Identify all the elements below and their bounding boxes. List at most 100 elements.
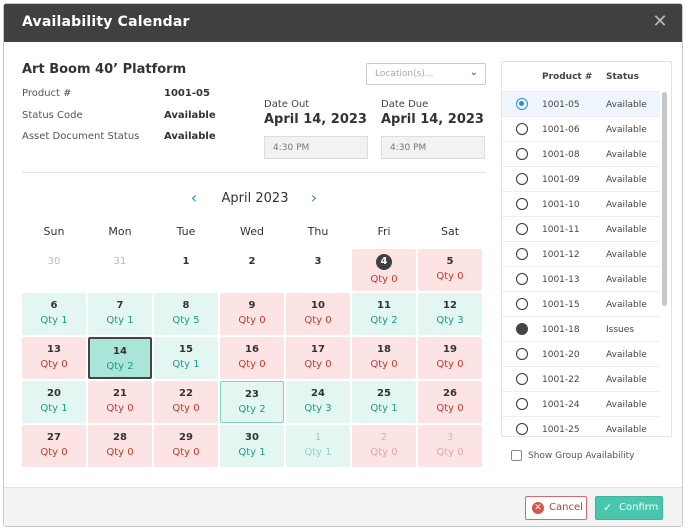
divider: [22, 172, 486, 173]
calendar-day[interactable]: 9 Qty 0: [220, 293, 284, 335]
calendar-day[interactable]: 26 Qty 0: [418, 381, 482, 423]
calendar-day[interactable]: 10 Qty 0: [286, 293, 350, 335]
calendar-day[interactable]: 27 Qty 0: [22, 425, 86, 467]
group-availability-checkbox[interactable]: [511, 450, 522, 461]
calendar-day[interactable]: 30: [22, 249, 86, 291]
calendar-day[interactable]: 13 Qty 0: [22, 337, 86, 379]
calendar-day[interactable]: 5 Qty 0: [418, 249, 482, 291]
product-status: Issues: [606, 325, 634, 335]
day-quantity: Qty 0: [172, 403, 200, 414]
calendar-day[interactable]: 24 Qty 3: [286, 381, 350, 423]
radio-button[interactable]: [516, 298, 528, 310]
product-number: 1001-11: [542, 225, 580, 235]
date-out-time-input[interactable]: 4:30 PM: [264, 136, 368, 159]
info-label: Status Code: [22, 110, 83, 121]
calendar-day[interactable]: 28 Qty 0: [88, 425, 152, 467]
calendar-day[interactable]: 18 Qty 0: [352, 337, 416, 379]
product-row[interactable]: 1001-12 Available: [502, 241, 660, 266]
product-row[interactable]: 1001-11 Available: [502, 216, 660, 241]
calendar-day[interactable]: 17 Qty 0: [286, 337, 350, 379]
calendar-day[interactable]: 25 Qty 1: [352, 381, 416, 423]
date-out-value[interactable]: April 14, 2023: [264, 112, 367, 127]
chevron-right-icon[interactable]: ›: [310, 188, 318, 207]
product-row[interactable]: 1001-09 Available: [502, 166, 660, 191]
product-row[interactable]: 1001-18 Issues: [502, 316, 660, 341]
product-status: Available: [606, 375, 647, 385]
calendar-day[interactable]: 23 Qty 2: [220, 381, 284, 423]
calendar-day[interactable]: 8 Qty 5: [154, 293, 218, 335]
product-row[interactable]: 1001-10 Available: [502, 191, 660, 216]
radio-button[interactable]: [516, 198, 528, 210]
weekday-6: Sat: [440, 225, 460, 238]
product-row[interactable]: 1001-22 Available: [502, 366, 660, 391]
calendar-day[interactable]: 14 Qty 2: [88, 337, 152, 379]
product-row[interactable]: 1001-08 Available: [502, 141, 660, 166]
calendar-day[interactable]: 3: [286, 249, 350, 291]
product-row[interactable]: 1001-13 Available: [502, 266, 660, 291]
day-number: 17: [311, 344, 325, 355]
calendar-day[interactable]: 2: [220, 249, 284, 291]
calendar-day[interactable]: 7 Qty 1: [88, 293, 152, 335]
day-number: 28: [113, 432, 127, 443]
radio-button[interactable]: [516, 373, 528, 385]
cancel-button[interactable]: ✕ Cancel: [525, 496, 587, 520]
calendar-day[interactable]: 21 Qty 0: [88, 381, 152, 423]
calendar-day[interactable]: 1: [154, 249, 218, 291]
day-quantity: Qty 0: [436, 447, 464, 458]
calendar-day[interactable]: 6 Qty 1: [22, 293, 86, 335]
calendar-day[interactable]: 16 Qty 0: [220, 337, 284, 379]
product-number: 1001-13: [542, 275, 580, 285]
chevron-left-icon[interactable]: ‹: [190, 188, 198, 207]
radio-button[interactable]: [516, 398, 528, 410]
day-quantity: Qty 3: [304, 403, 332, 414]
radio-button[interactable]: [516, 273, 528, 285]
radio-button[interactable]: [516, 173, 528, 185]
radio-button[interactable]: [516, 148, 528, 160]
product-row[interactable]: 1001-24 Available: [502, 391, 660, 416]
radio-button[interactable]: [516, 123, 528, 135]
calendar-day[interactable]: 2 Qty 0: [352, 425, 416, 467]
radio-button[interactable]: [516, 248, 528, 260]
calendar-day[interactable]: 29 Qty 0: [154, 425, 218, 467]
calendar-day[interactable]: 30 Qty 1: [220, 425, 284, 467]
calendar-day[interactable]: 31: [88, 249, 152, 291]
day-quantity: Qty 0: [106, 403, 134, 414]
product-row[interactable]: 1001-15 Available: [502, 291, 660, 316]
date-due-time-input[interactable]: 4:30 PM: [381, 136, 485, 159]
chevron-down-icon: ⌄: [469, 67, 478, 78]
product-row[interactable]: 1001-05 Available: [502, 91, 660, 116]
day-quantity: Qty 0: [172, 447, 200, 458]
radio-button[interactable]: [516, 423, 528, 435]
day-number: 16: [245, 344, 259, 355]
info-label: Product #: [22, 88, 72, 99]
calendar-day[interactable]: 3 Qty 0: [418, 425, 482, 467]
day-quantity: Qty 1: [304, 447, 332, 458]
calendar-day[interactable]: 20 Qty 1: [22, 381, 86, 423]
calendar-day[interactable]: 19 Qty 0: [418, 337, 482, 379]
radio-button[interactable]: [516, 348, 528, 360]
calendar-day[interactable]: 4 Qty 0: [352, 249, 416, 291]
issue-radio-icon[interactable]: [516, 323, 528, 335]
product-row[interactable]: 1001-20 Available: [502, 341, 660, 366]
location-select[interactable]: Location(s)... ⌄: [366, 63, 486, 85]
calendar-day[interactable]: 12 Qty 3: [418, 293, 482, 335]
date-due-value[interactable]: April 14, 2023: [381, 112, 484, 127]
product-status: Available: [606, 150, 647, 160]
scrollbar[interactable]: [662, 92, 667, 306]
info-value: Available: [164, 131, 216, 142]
day-quantity: Qty 0: [370, 274, 398, 285]
calendar-day[interactable]: 11 Qty 2: [352, 293, 416, 335]
product-row[interactable]: 1001-06 Available: [502, 116, 660, 141]
radio-button[interactable]: [516, 223, 528, 235]
product-number: 1001-08: [542, 150, 580, 160]
calendar-day[interactable]: 1 Qty 1: [286, 425, 350, 467]
confirm-button[interactable]: ✓ Confirm: [595, 496, 663, 520]
product-row[interactable]: 1001-25 Available: [502, 416, 660, 436]
day-quantity: Qty 1: [370, 403, 398, 414]
calendar-day[interactable]: 15 Qty 1: [154, 337, 218, 379]
info-value: 1001-05: [164, 88, 210, 99]
radio-button[interactable]: [516, 98, 528, 110]
close-icon[interactable]: ✕: [652, 11, 668, 32]
calendar-day[interactable]: 22 Qty 0: [154, 381, 218, 423]
title-bar: Availability Calendar ✕: [4, 4, 682, 42]
